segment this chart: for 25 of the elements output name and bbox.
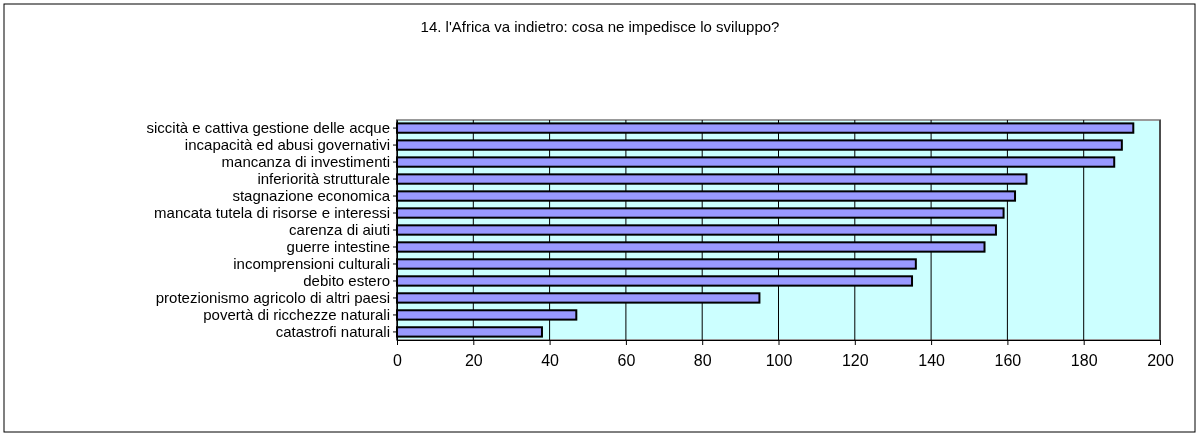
y-tick-label: debito estero [303,271,390,289]
x-tick-label: 120 [841,351,869,369]
x-tick-label: 200 [1147,351,1174,369]
chart-title: 14. l'Africa va indietro: cosa ne impedisce lo sviluppo? [420,18,780,35]
x-tick-label: 100 [765,351,793,369]
x-tick-label: 140 [918,351,946,369]
y-tick-label: catastrofi naturali [275,322,390,340]
y-tick-label: stagnazione economica [232,186,391,204]
y-tick-label: incomprensioni culturali [233,254,390,272]
y-tick-label: povertà di ricchezze naturali [203,305,390,323]
y-tick-label: mancanza di investimenti [221,152,390,170]
y-tick-label: inferiorità strutturale [257,169,390,187]
y-tick-label: incapacità ed abusi governativi [184,135,390,153]
y-tick-label: mancata tutela di risorse e interessi [154,203,390,221]
y-tick-label: protezionismo agricolo di altri paesi [155,288,390,306]
y-tick-label: carenza di aiuti [289,220,390,238]
x-tick-label: 180 [1070,351,1098,369]
x-tick-label: 80 [693,351,712,369]
x-tick-label: 20 [464,351,483,369]
y-tick-label: guerre intestine [286,237,390,255]
x-tick-label: 0 [393,351,403,369]
x-tick-label: 160 [994,351,1022,369]
x-tick-label: 40 [541,351,560,369]
y-tick-label: siccità e cattiva gestione delle acque [146,118,390,136]
x-tick-label: 60 [617,351,636,369]
